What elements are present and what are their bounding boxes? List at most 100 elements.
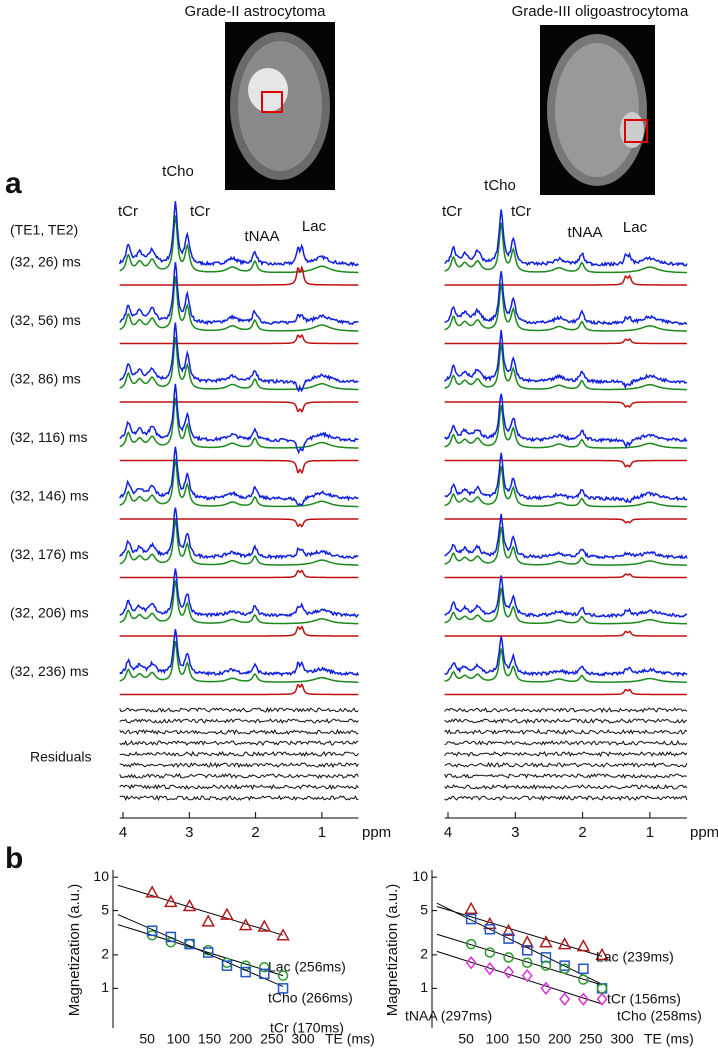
marker [557,937,572,950]
residual [119,718,359,724]
spectrum-fit [119,336,359,391]
image-title: Grade-II astrocytoma [185,3,327,20]
marker [182,898,197,912]
x-tick-label: 100 [167,1031,191,1047]
spectrum-data [444,575,688,619]
spectrum-lactate [444,274,687,286]
marker [184,938,195,950]
marker [257,919,272,932]
series-label: tNAA (297ms) [405,1008,492,1024]
spectrum-data [444,513,688,560]
marker [520,935,535,948]
y-tick-label: 5 [101,901,109,917]
x-axis-label: TE (ms) [644,1031,694,1047]
row-label: (32, 236) ms [10,663,89,679]
marker [503,952,514,963]
spectrum-fit [444,222,687,274]
spectrum-lactate [119,333,359,345]
y-tick-label: 1 [420,979,428,995]
marker [540,960,552,971]
spectrum-fit [119,397,359,449]
marker [539,935,553,948]
row-label: (32, 176) ms [10,546,89,562]
series-label: tCho (258ms) [617,1008,702,1024]
row-label: (32, 146) ms [10,488,89,504]
marker [522,945,533,956]
spectrum-lactate [444,459,687,468]
y-tick-label: 1 [101,979,109,995]
fit-line [117,914,284,988]
spectrum-lactate [444,401,687,408]
marker [259,968,270,980]
residuals-label: Residuals [30,749,91,765]
x-tick-label: 200 [229,1031,253,1047]
y-tick-label: 5 [420,901,428,917]
spectrum-lactate [119,459,359,475]
ppm-unit: ppm [690,824,718,841]
marker [240,966,251,978]
peak-label: tCr [442,203,462,220]
marker [220,907,234,920]
mri-left [225,22,335,190]
peak-label: tNAA [244,228,279,245]
marker [578,974,589,985]
y-tick-label: 10 [93,868,109,884]
peak-label: Lac [302,218,327,235]
marker [595,947,609,961]
residual [119,740,359,746]
spectrum-lactate [119,682,359,696]
marker [145,885,159,898]
spectrum-data [119,446,359,507]
marker [465,938,477,950]
marker [165,931,177,943]
residual [444,751,688,758]
ppm-tick-label: 2 [251,824,259,841]
marker [503,933,514,944]
marker [578,963,589,975]
residual [119,728,359,736]
row-label: (32, 86) ms [10,371,81,387]
ppm-unit: ppm [362,824,391,841]
row-header: (TE1, TE2) [10,222,78,238]
x-tick-label: 50 [139,1031,155,1047]
spectrum-fit [119,580,359,625]
residual [119,773,359,779]
ppm-tick-label: 1 [646,824,654,841]
ppm-tick-label: 1 [318,824,326,841]
marker [259,961,270,973]
spectrum-fit [119,640,359,683]
marker [465,956,477,970]
ppm-tick-label: 3 [185,824,193,841]
spectrum-fit [444,526,687,566]
marker [164,894,178,908]
marker [203,947,214,958]
spectrum-lactate [119,569,359,579]
x-tick-label: 50 [458,1031,474,1047]
spectrum-data [444,271,688,326]
series-label: tCr (170ms) [270,1020,344,1036]
marker [522,957,533,968]
residual [444,795,688,802]
x-tick-label: 100 [486,1031,510,1047]
marker [577,992,589,1006]
peak-label: tCho [484,177,516,194]
marker [221,960,233,971]
marker [465,913,477,925]
peak-label: tCr [190,203,210,220]
marker [221,957,233,968]
spectrum-fit [444,344,687,391]
fit-line [436,902,603,985]
x-tick-label: 300 [610,1031,634,1047]
series-label: Lac (256ms) [268,959,346,975]
marker [277,983,289,994]
spectrum-data [118,201,359,268]
series-label: Lac (239ms) [596,949,674,965]
residual [444,783,688,790]
image-title: Grade-III oligoastrocytoma [512,3,689,20]
y-tick-label: 10 [412,868,428,884]
marker [201,914,216,927]
marker [596,992,608,1006]
ppm-tick-label: 2 [578,824,586,841]
spectrum-data [119,262,359,326]
